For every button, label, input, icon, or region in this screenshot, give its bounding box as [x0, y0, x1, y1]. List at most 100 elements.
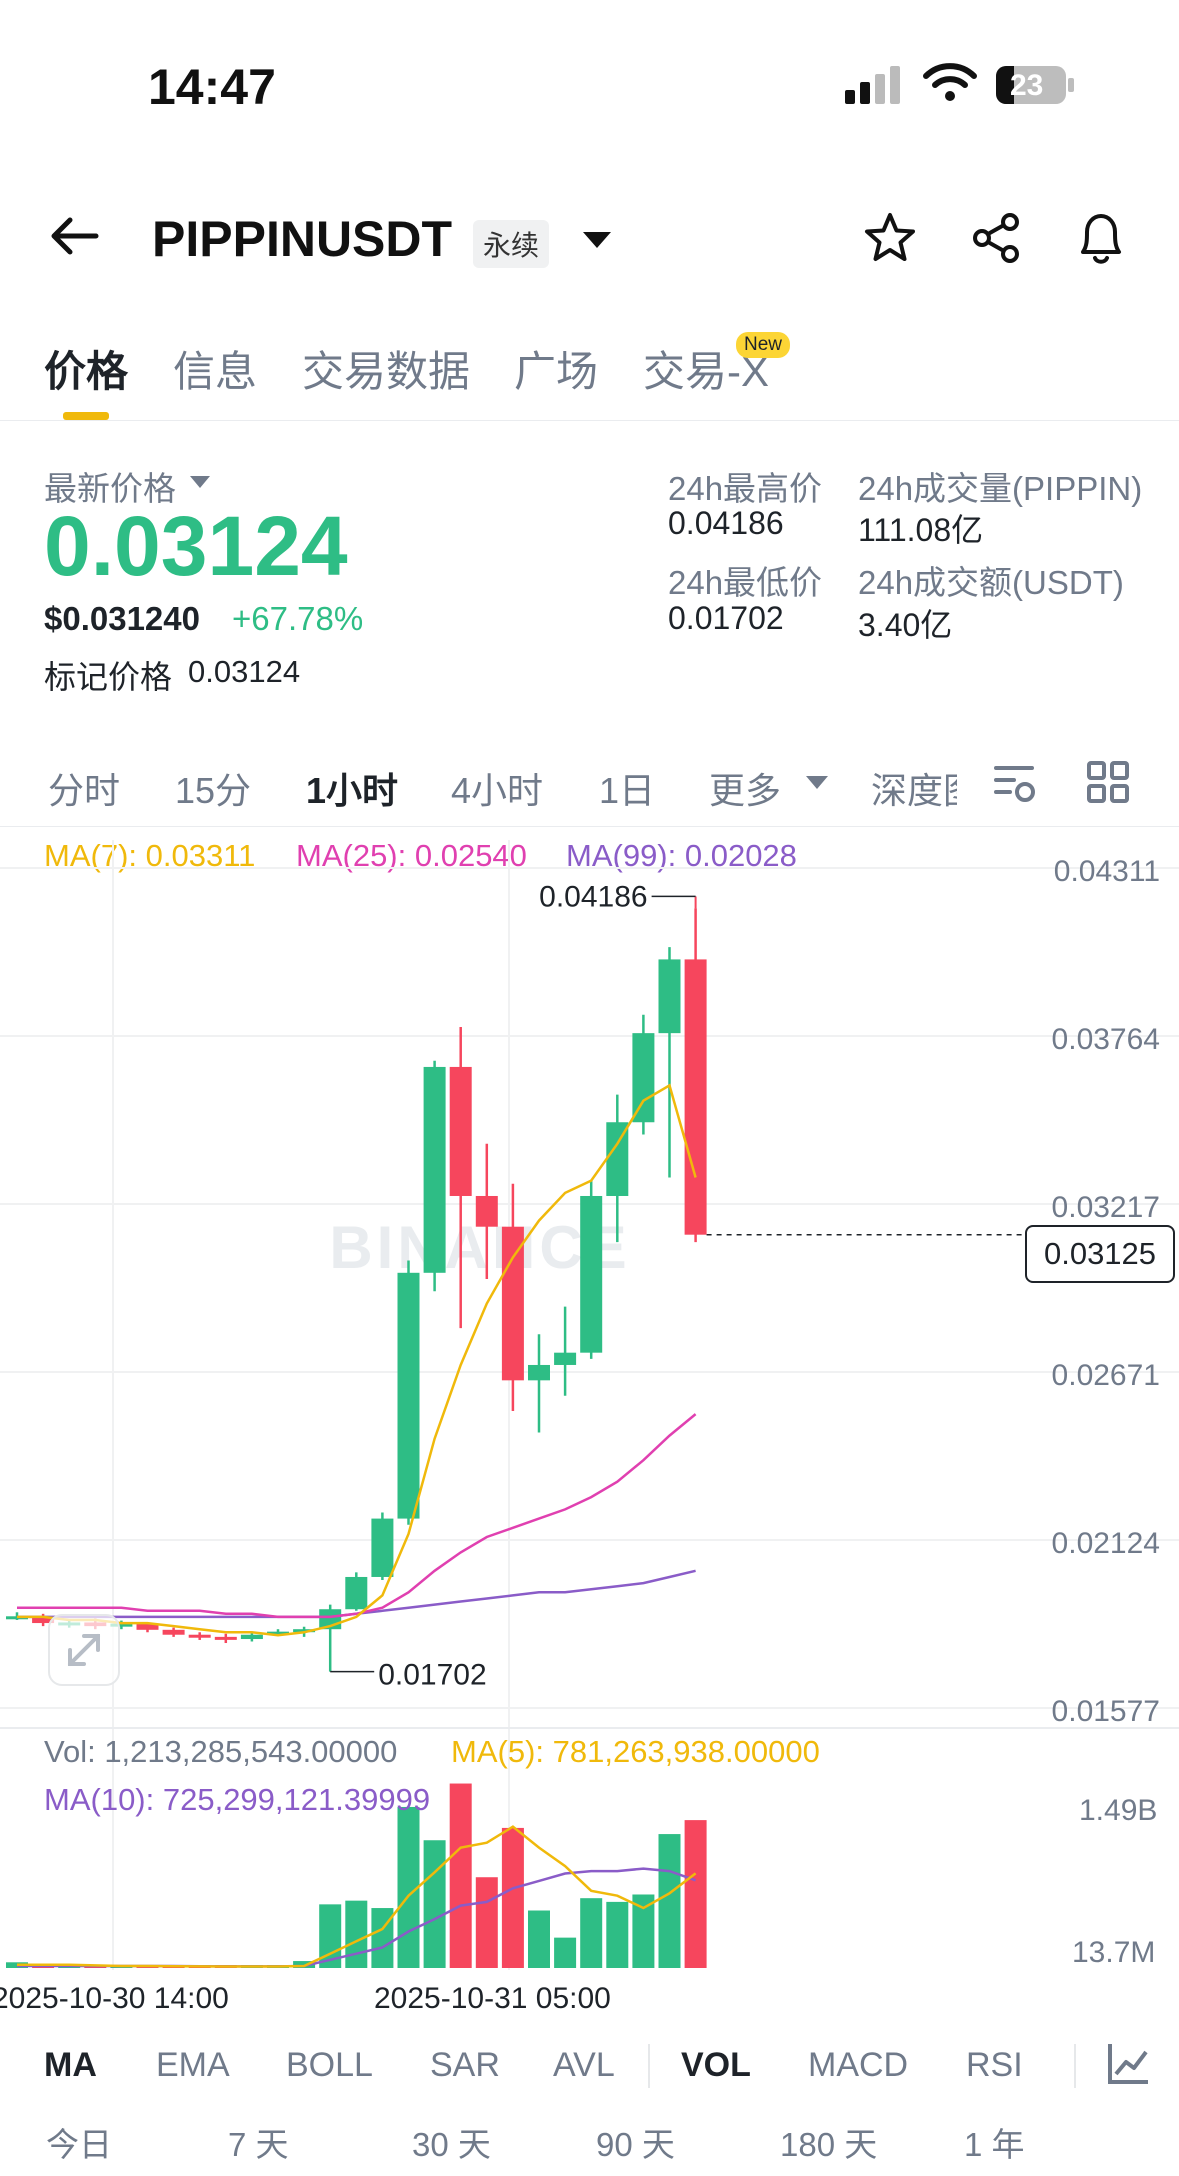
caret-down-icon[interactable]: [190, 476, 210, 488]
price-tick-label: 0.03764: [1052, 1023, 1160, 1056]
candle-body: [554, 1352, 577, 1365]
indicator-ema[interactable]: EMA: [156, 2046, 230, 2084]
tab-price[interactable]: 价格: [44, 348, 129, 395]
candle-body: [214, 1636, 237, 1640]
price-tick-label: 0.03217: [1052, 1191, 1160, 1224]
range-1y[interactable]: 1 年: [964, 2126, 1025, 2163]
candle-body: [580, 1195, 603, 1353]
vol-quote-value: 3.40亿: [858, 607, 953, 643]
volume-bar: [632, 1894, 655, 1968]
volume-bar: [684, 1820, 707, 1968]
price-axis: 0.04311 0.03764 0.03217 0.02671 0.02124 0.015…: [1052, 855, 1160, 1728]
vol-quote-label: 24h成交额(USDT): [858, 564, 1124, 601]
candle-body: [423, 1066, 446, 1273]
indicator-boll[interactable]: BOLL: [286, 2046, 373, 2084]
tab-square[interactable]: 广场: [514, 348, 599, 395]
volume-bar: [475, 1877, 498, 1968]
x-tick-1: 2025-10-31 05:00: [374, 1982, 611, 2015]
volume-bar: [606, 1901, 629, 1968]
interval-4h[interactable]: 4小时: [451, 770, 544, 811]
grid-layout-icon[interactable]: [1086, 760, 1130, 809]
candle-body: [240, 1634, 263, 1640]
volume-bar: [501, 1827, 524, 1968]
range-30d[interactable]: 30 天: [412, 2126, 491, 2163]
interval-15m[interactable]: 15分: [175, 770, 252, 811]
volume-bar: [658, 1834, 681, 1968]
indicator-edge-fade: [1074, 2044, 1076, 2088]
vol-tick-top: 1.49B: [1079, 1794, 1158, 1827]
interval-divider: [0, 826, 1179, 827]
candle-body: [475, 1195, 498, 1227]
star-icon[interactable]: [862, 210, 918, 271]
high-24h-label: 24h最高价: [668, 470, 823, 507]
range-180d[interactable]: 180 天: [780, 2126, 878, 2163]
volume-bar: [580, 1898, 603, 1968]
vol-ma5-line: [17, 1825, 697, 1968]
indicator-ma[interactable]: MA: [44, 2046, 97, 2084]
candle-body: [110, 1623, 133, 1627]
high-24h-value: 0.04186: [668, 505, 784, 541]
range-today[interactable]: 今日: [46, 2126, 112, 2163]
price-markers: 0.04186 0.01702: [330, 880, 1025, 1692]
current-price-value: 0.03125: [1043, 1236, 1157, 1271]
vol-ma5-legend: MA(5): 781,263,938.00000: [451, 1734, 820, 1769]
indicator-rsi[interactable]: RSI: [966, 2046, 1023, 2084]
range-90d[interactable]: 90 天: [596, 2126, 675, 2163]
share-icon[interactable]: [968, 210, 1024, 271]
battery-level: 23: [1010, 69, 1044, 102]
low-24h-value: 0.01702: [668, 600, 784, 636]
volume-bar: [554, 1937, 577, 1968]
volume-bar: [423, 1840, 446, 1968]
change-percent: +67.78%: [232, 600, 364, 637]
usd-price: $0.031240: [44, 600, 200, 637]
ma25-line: [17, 1413, 697, 1619]
indicator-avl[interactable]: AVL: [553, 2046, 615, 2084]
perpetual-badge: 永续: [473, 220, 550, 268]
battery-icon: 23: [996, 66, 1066, 104]
volume-bar: [528, 1910, 550, 1968]
wifi-icon: [922, 60, 978, 109]
candle-body: [606, 1122, 629, 1196]
vol-legend: Vol: 1,213,285,543.00000: [44, 1734, 398, 1769]
battery-tip: [1068, 78, 1074, 92]
interval-depth[interactable]: 深度图: [871, 770, 957, 811]
ma7-line: [17, 1083, 697, 1637]
interval-more[interactable]: 更多: [709, 770, 782, 811]
indicator-sar[interactable]: SAR: [430, 2046, 500, 2084]
symbol-dropdown-icon[interactable]: [583, 232, 611, 248]
indicator-chart-icon[interactable]: [1106, 2040, 1152, 2091]
interval-time-share[interactable]: 分时: [48, 770, 121, 811]
tab-divider: [0, 420, 1179, 421]
bell-icon[interactable]: [1073, 208, 1129, 273]
tab-info[interactable]: 信息: [173, 348, 258, 395]
interval-1d[interactable]: 1日: [599, 770, 656, 811]
active-tab-indicator: [63, 412, 109, 420]
range-7d[interactable]: 7 天: [228, 2126, 289, 2163]
latest-price-label[interactable]: 最新价格: [44, 470, 176, 507]
volume-bar: [293, 1961, 316, 1968]
back-arrow-icon[interactable]: [48, 214, 100, 263]
indicator-macd[interactable]: MACD: [808, 2046, 909, 2084]
tab-trading-data[interactable]: 交易数据: [302, 348, 471, 395]
candle-body: [632, 1033, 655, 1123]
indicator-vol[interactable]: VOL: [681, 2046, 751, 2084]
vol-base-value: 111.08亿: [858, 512, 984, 548]
candle-body: [501, 1226, 524, 1381]
candle-body: [162, 1629, 185, 1635]
price-tick-label: 0.04311: [1054, 855, 1160, 888]
candle-body: [684, 959, 707, 1235]
chart-settings-icon[interactable]: [992, 760, 1038, 811]
depth-chart-tab[interactable]: 深度图: [871, 762, 957, 814]
current-price-tag[interactable]: 0.03125: [1025, 1225, 1175, 1283]
volume-bar: [345, 1900, 368, 1968]
expand-icon[interactable]: [48, 1614, 120, 1686]
more-caret-icon[interactable]: [806, 776, 828, 789]
price-tick-label: 0.02124: [1052, 1527, 1160, 1560]
candle-body: [136, 1623, 159, 1630]
candle-body: [449, 1066, 472, 1196]
interval-1h[interactable]: 1小时: [306, 770, 399, 811]
symbol-title[interactable]: PIPPINUSDT: [152, 211, 453, 267]
vol-tick-bottom: 13.7M: [1072, 1936, 1156, 1969]
candle-body: [397, 1272, 420, 1519]
